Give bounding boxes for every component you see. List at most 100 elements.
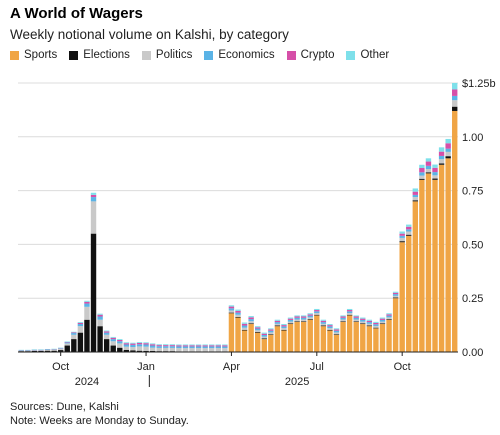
bar-politics-week-45 [314,313,320,315]
bar-other-week-38 [268,328,274,330]
legend-label-other: Other [360,49,390,61]
bar-sports-week-36 [255,332,261,352]
y-tick-label-0-50: 0.50 [462,239,483,251]
bar-other-week-36 [255,326,261,328]
bar-crypto-week-60 [412,191,419,195]
bar-elections-week-17 [130,350,136,352]
bar-elections-week-49 [340,321,346,322]
bar-other-week-41 [287,317,294,319]
bar-politics-week-62 [425,169,432,173]
legend-swatch-other [346,50,356,60]
bar-elections-week-37 [261,338,267,340]
bar-elections-week-39 [274,325,281,327]
bar-crypto-week-56 [386,314,392,316]
bar-sports-week-47 [327,330,333,352]
bar-other-week-48 [333,328,340,330]
bar-elections-week-9 [77,332,84,352]
bar-crypto-week-29 [209,345,215,347]
bar-crypto-week-34 [241,323,248,326]
bar-crypto-week-10 [84,301,90,304]
bar-other-week-21 [156,344,162,346]
bar-other-week-34 [241,322,248,324]
bar-economics-week-9 [77,324,84,327]
bar-crypto-week-36 [255,327,261,329]
bar-economics-week-40 [281,326,287,329]
x-year-label-2025: 2025 [285,376,309,388]
chart-footer: Sources: Dune, Kalshi Note: Weeks are Mo… [10,400,189,428]
bar-politics-week-7 [64,343,70,346]
chart-title: A World of Wagers [10,5,143,22]
bar-other-week-16 [123,342,130,344]
chart-legend: Sports Elections Politics Economics Cryp… [10,49,389,61]
bar-politics-week-65 [445,151,451,157]
bar-economics-week-11 [90,197,97,202]
bar-politics-week-60 [412,197,419,201]
bar-elections-week-51 [353,321,359,322]
bar-sports-week-48 [333,334,340,352]
bar-other-week-19 [143,342,149,344]
bar-economics-week-21 [156,346,162,348]
bar-other-week-40 [281,324,287,326]
bar-other-week-55 [379,317,386,319]
bar-sports-week-32 [228,313,235,352]
bar-crypto-week-30 [215,345,221,347]
bar-economics-week-46 [320,322,327,324]
bar-elections-week-2 [31,350,38,352]
bar-economics-week-28 [202,346,208,349]
bar-sports-week-41 [287,324,294,352]
bar-elections-week-18 [136,350,143,352]
bar-sports-week-37 [261,339,267,352]
bar-other-week-61 [419,164,425,169]
bar-elections-week-41 [287,323,294,325]
bar-politics-week-24 [176,348,182,352]
bar-politics-week-14 [110,341,116,346]
bar-sports-week-34 [241,330,248,352]
bar-elections-week-14 [110,345,116,352]
bar-other-week-35 [248,316,254,318]
bar-crypto-week-23 [169,345,176,347]
x-month-label-jul-45: Jul [310,361,324,373]
bar-sports-week-44 [307,319,313,352]
bar-stacks [18,83,458,352]
bar-elections-week-60 [412,200,419,202]
bar-politics-week-12 [97,319,103,327]
legend-label-economics: Economics [218,49,275,61]
bar-economics-week-54 [373,324,379,326]
bar-other-week-46 [320,319,327,321]
bar-other-week-14 [110,336,116,338]
y-tick-label--1-25b: $1.25b [462,78,496,90]
bar-other-week-57 [392,291,399,293]
bar-politics-week-8 [71,334,77,340]
bar-other-week-1 [25,349,31,351]
bar-politics-week-55 [379,321,386,324]
legend-swatch-crypto [286,50,296,60]
bar-crypto-week-16 [123,343,130,345]
bar-other-week-33 [235,309,241,311]
bar-elections-week-63 [432,178,438,180]
bar-crypto-week-57 [392,292,399,295]
bar-economics-week-59 [406,229,412,232]
bar-crypto-week-35 [248,317,254,320]
bar-crypto-week-26 [189,345,195,347]
bar-crypto-week-14 [110,337,116,340]
bar-sports-week-57 [392,298,399,352]
y-tick-label-0-75: 0.75 [462,186,483,198]
bar-economics-week-55 [379,319,386,322]
bar-politics-week-57 [392,295,399,298]
bar-crypto-week-39 [274,320,281,323]
legend-label-politics: Politics [155,49,193,61]
bar-politics-week-30 [215,348,221,352]
bar-other-week-5 [51,348,57,350]
bar-elections-week-54 [373,327,379,329]
bar-crypto-week-13 [103,331,110,333]
bar-elections-week-64 [438,163,445,165]
bar-politics-week-40 [281,328,287,330]
bar-politics-week-5 [51,349,57,351]
bar-other-week-26 [189,344,195,346]
bar-politics-week-64 [438,159,445,164]
bar-economics-week-25 [182,346,189,349]
legend-swatch-sports [10,50,19,60]
bar-economics-week-64 [438,155,445,160]
bar-crypto-week-12 [97,314,103,317]
bar-elections-week-61 [419,178,425,180]
